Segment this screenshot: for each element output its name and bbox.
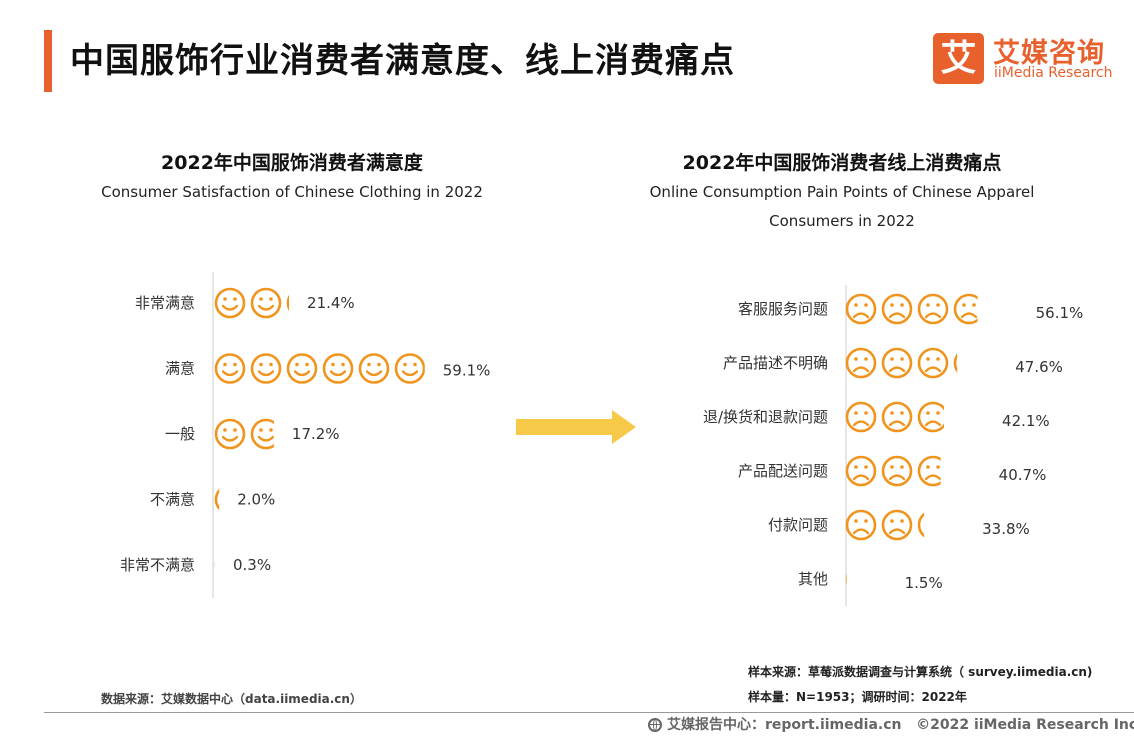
- frowny-face-icon: [917, 293, 949, 325]
- chart2-category-label: 产品描述不明确: [723, 354, 828, 372]
- chart1-bar: 满意 59.1%: [165, 353, 491, 384]
- chart1-category-label: 一般: [165, 425, 195, 443]
- logo-chinese-name: 艾媒咨询: [993, 38, 1105, 69]
- smiley-face-icon: [250, 418, 274, 450]
- footer-bar: 艾媒报告中心：report.iimedia.cn ©2022 iiMedia R…: [648, 714, 1134, 734]
- frowny-face-icon: [953, 293, 978, 325]
- frowny-face-icon: [845, 401, 877, 433]
- chart2-icon-bar: [845, 509, 925, 541]
- chart1-value-label: 0.3%: [233, 556, 271, 574]
- sample-source-note: 样本来源：草莓派数据调查与计算系统（ survey.iimedia.cn): [748, 665, 1093, 679]
- chart2-value-label: 40.7%: [999, 466, 1047, 484]
- frowny-face-icon: [845, 293, 877, 325]
- frowny-face-icon: [845, 563, 847, 595]
- chart2-category-label: 付款问题: [768, 516, 828, 534]
- chart2-bar: 客服服务问题 56.1%: [738, 293, 1084, 325]
- report-center-link[interactable]: 艾媒报告中心：report.iimedia.cn: [667, 717, 902, 733]
- chart1-subtitle: Consumer Satisfaction of Chinese Clothin…: [101, 183, 483, 201]
- page-title: 中国服饰行业消费者满意度、线上消费痛点: [70, 41, 735, 81]
- chart2-bar: 产品描述不明确 47.6%: [723, 347, 1063, 379]
- chart2-value-label: 47.6%: [1015, 358, 1063, 376]
- chart2-bar: 付款问题 33.8%: [768, 509, 1030, 541]
- data-source-note: 数据来源：艾媒数据中心（data.iimedia.cn）: [101, 692, 362, 706]
- chart1-icon-bar: [214, 353, 425, 384]
- frowny-face-icon: [881, 347, 913, 379]
- globe-icon: [648, 718, 662, 732]
- chart2-category-label: 客服服务问题: [738, 300, 828, 318]
- chart1-bar: 不满意 2.0%: [150, 484, 275, 515]
- chart2-subtitle-line2: Consumers in 2022: [769, 212, 915, 230]
- chart2-icon-bar: [845, 293, 978, 325]
- smiley-face-icon: [214, 353, 246, 384]
- smiley-face-icon: [250, 287, 282, 319]
- chart2-bar: 其他 1.5%: [798, 563, 943, 595]
- frowny-face-icon: [953, 347, 958, 379]
- chart2-value-label: 33.8%: [982, 520, 1030, 538]
- frowny-face-icon: [917, 401, 945, 433]
- copyright: ©2022 iiMedia Research Inc: [916, 717, 1134, 733]
- frowny-face-icon: [881, 509, 913, 541]
- title-accent-bar: [44, 30, 52, 92]
- chart2-subtitle-line1: Online Consumption Pain Points of Chines…: [649, 183, 1035, 201]
- chart1-value-label: 59.1%: [443, 362, 491, 380]
- chart2-value-label: 1.5%: [905, 574, 943, 592]
- chart2-bar: 退/换货和退款问题 42.1%: [703, 401, 1050, 433]
- chart1-icon-bar: [214, 418, 274, 450]
- chart1-plot: 非常满意 21.4% 满意 59.1% 一般 17.2% 不满意 2.0% 非常不满意 0.3%: [120, 272, 490, 598]
- frowny-face-icon: [881, 401, 913, 433]
- chart2-category-label: 产品配送问题: [738, 462, 828, 480]
- chart2-icon-bar: [845, 347, 958, 379]
- chart2-icon-bar: [845, 563, 847, 595]
- chart2-value-label: 56.1%: [1036, 304, 1084, 322]
- chart1-value-label: 21.4%: [307, 294, 355, 312]
- frowny-face-icon: [881, 293, 913, 325]
- frowny-face-icon: [917, 455, 941, 487]
- chart1-bar: 非常不满意 0.3%: [120, 549, 271, 581]
- smiley-face-icon: [286, 353, 318, 384]
- chart1-category-label: 非常不满意: [120, 556, 195, 574]
- chart1-bar: 非常满意 21.4%: [135, 287, 355, 319]
- chart2-icon-bar: [845, 401, 945, 433]
- chart1-icon-bar: [214, 287, 290, 319]
- smiley-face-icon: [214, 418, 246, 450]
- frowny-face-icon: [917, 347, 949, 379]
- iimedia-logo: 艾 艾媒咨询 iiMedia Research: [933, 33, 1113, 85]
- chart1-bar: 一般 17.2%: [165, 418, 340, 450]
- chart1-value-label: 17.2%: [292, 425, 340, 443]
- chart1-category-label: 非常满意: [135, 294, 195, 312]
- chart2-bar: 产品配送问题 40.7%: [738, 455, 1047, 487]
- chart2-plot: 客服服务问题 56.1% 产品描述不明确 47.6% 退/换货和退款问题 42.1% 产品配…: [703, 285, 1083, 606]
- arrow-right-icon: [516, 410, 636, 444]
- footer-divider: [44, 712, 1134, 713]
- chart1-category-label: 满意: [165, 360, 195, 378]
- chart2-category-label: 退/换货和退款问题: [703, 408, 828, 426]
- smiley-face-icon: [358, 353, 390, 384]
- frowny-face-icon: [845, 347, 877, 379]
- chart2-category-label: 其他: [798, 570, 828, 588]
- frowny-face-icon: [881, 455, 913, 487]
- frowny-face-icon: [917, 509, 925, 541]
- smiley-face-icon: [394, 353, 425, 384]
- logo-mark-icon: 艾: [933, 33, 984, 84]
- smiley-face-icon: [322, 353, 354, 384]
- frowny-face-icon: [845, 455, 877, 487]
- sample-size-note: 样本量：N=1953；调研时间：2022年: [748, 690, 967, 704]
- frowny-face-icon: [845, 509, 877, 541]
- chart1-category-label: 不满意: [150, 491, 195, 509]
- smiley-face-icon: [250, 353, 282, 384]
- logo-english-name: iiMedia Research: [994, 65, 1113, 81]
- chart1-value-label: 2.0%: [237, 491, 275, 509]
- chart2-icon-bar: [845, 455, 941, 487]
- chart1-title: 2022年中国服饰消费者满意度: [161, 152, 423, 174]
- chart2-title: 2022年中国服饰消费者线上消费痛点: [682, 152, 1002, 174]
- smiley-face-icon: [214, 287, 246, 319]
- chart2-value-label: 42.1%: [1002, 412, 1050, 430]
